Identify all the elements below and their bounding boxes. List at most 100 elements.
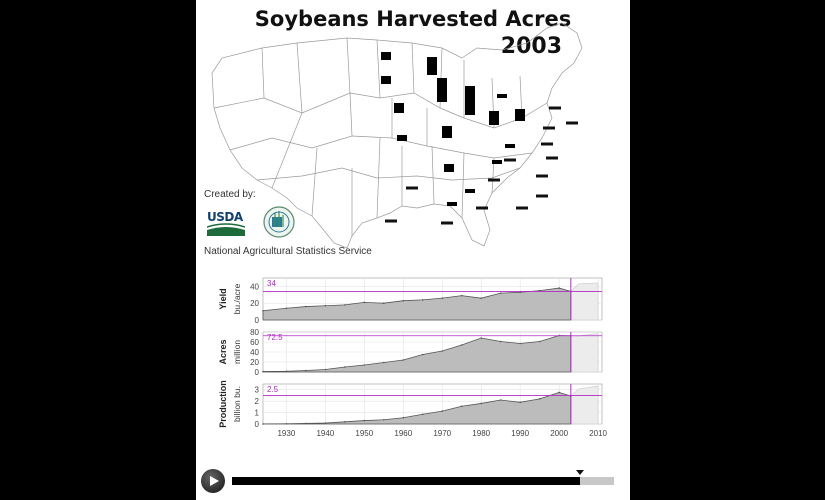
series-point	[363, 364, 366, 366]
play-button[interactable]	[201, 469, 225, 493]
series-point	[285, 307, 288, 310]
series-point	[480, 402, 483, 405]
series-point	[558, 391, 560, 394]
x-tick-label: 1960	[394, 429, 412, 438]
visualization-panel: Soybeans Harvested Acres 2003 Created by…	[196, 0, 630, 500]
series-point	[460, 344, 463, 346]
current-value-label: 34	[267, 279, 276, 288]
series-point	[558, 287, 560, 289]
series-point	[421, 353, 424, 356]
series-point	[262, 423, 264, 425]
series-point	[480, 337, 483, 339]
series-point	[441, 350, 444, 352]
state-bar-sd	[381, 76, 391, 84]
series-point	[285, 370, 288, 373]
series-point	[402, 416, 405, 419]
series-point	[499, 399, 502, 401]
series-point	[285, 422, 288, 425]
state-bar-mi	[497, 94, 507, 98]
state-bar-ne	[394, 103, 404, 113]
series-point	[382, 302, 385, 304]
y-axis-title: Production	[218, 380, 228, 428]
state-bar-tn	[492, 160, 502, 164]
series-point	[402, 299, 405, 302]
series-point	[538, 289, 541, 292]
state-bar-minor	[476, 206, 488, 210]
state-bar-oh	[515, 109, 525, 121]
series-area-future	[570, 333, 599, 373]
y-axis-unit: billion bu.	[232, 386, 242, 422]
x-tick-label: 1980	[472, 429, 490, 438]
series-point	[460, 405, 463, 408]
x-tick-label: 2010	[589, 429, 607, 438]
state-bar-ks	[397, 135, 407, 141]
series-point	[324, 422, 327, 424]
state-bar-minor	[441, 221, 453, 225]
series-point	[324, 368, 327, 371]
series-point	[324, 304, 327, 307]
series-point	[382, 361, 385, 364]
state-bar-minor	[541, 142, 553, 146]
state-bar-minor	[536, 174, 548, 178]
x-tick-label: 1930	[277, 429, 295, 438]
state-bar-in	[489, 111, 499, 125]
map-outlines	[211, 22, 583, 249]
series-point	[363, 419, 366, 422]
y-tick-label: 60	[250, 338, 259, 347]
state-bar-minor	[549, 106, 561, 110]
y-tick-label: 20	[250, 358, 259, 367]
series-area-future	[570, 282, 599, 321]
series-point	[519, 401, 521, 404]
series-area	[262, 392, 572, 425]
series-point	[538, 398, 541, 400]
state-bar-ia	[437, 78, 447, 102]
series-point	[262, 370, 264, 373]
created-by-label: Created by:	[204, 189, 256, 200]
series-point	[382, 418, 385, 421]
state-bar-minor	[488, 178, 500, 182]
state-bar-minor	[566, 121, 578, 125]
y-tick-label: 0	[255, 420, 260, 429]
nass-seal-logo	[263, 206, 295, 238]
timeline-thumb-icon[interactable]	[575, 470, 584, 475]
y-tick-label: 0	[255, 316, 260, 325]
y-tick-label: 80	[250, 328, 259, 337]
timeline-slider[interactable]	[232, 470, 614, 485]
year-label: 2003	[500, 34, 562, 59]
series-point	[402, 359, 405, 361]
series-point	[363, 301, 366, 304]
chart-title: Soybeans Harvested Acres	[254, 7, 572, 31]
y-tick-label: 3	[255, 386, 260, 395]
x-tick-label: 1970	[433, 429, 451, 438]
x-tick-label: 2000	[550, 429, 568, 438]
series-point	[262, 309, 264, 312]
current-value-label: 2.5	[267, 385, 279, 394]
state-bar-ar	[444, 164, 454, 172]
series-point	[344, 366, 346, 368]
usda-logo	[207, 223, 245, 236]
series-point	[441, 297, 444, 299]
series-point	[499, 292, 502, 294]
usda-wordmark: USDA	[207, 210, 243, 224]
state-bar-nd	[381, 52, 391, 60]
state-bar-minor	[543, 126, 555, 130]
y-axis-unit: million	[232, 340, 242, 364]
state-bar-ms	[465, 189, 475, 193]
y-tick-label: 1	[255, 409, 260, 418]
y-tick-label: 0	[255, 368, 260, 377]
series-point	[538, 340, 541, 343]
series-point	[499, 340, 502, 343]
series-point	[305, 369, 307, 372]
state-bar-minor	[504, 158, 516, 162]
x-tick-label: 1940	[316, 429, 334, 438]
timeline-progress	[232, 477, 580, 485]
series-point	[305, 305, 307, 308]
state-bar-mo	[442, 126, 452, 138]
state-bar-minor	[516, 206, 528, 210]
series-point	[441, 410, 444, 412]
state-bar-minor	[546, 156, 558, 160]
state-bar-minor	[406, 186, 418, 190]
series-point	[344, 304, 346, 306]
series-point	[460, 294, 463, 297]
